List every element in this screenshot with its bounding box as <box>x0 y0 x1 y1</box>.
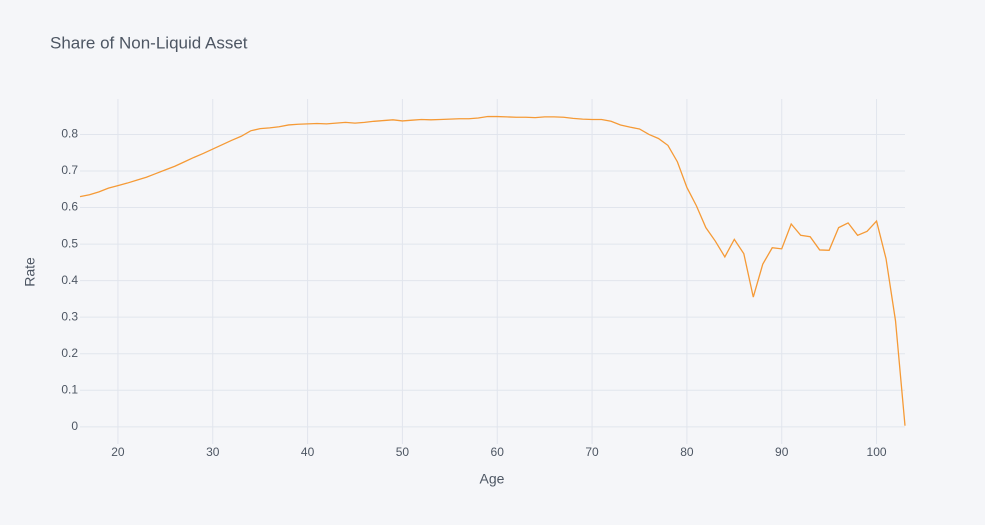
y-tick-label: 0.1 <box>61 382 78 396</box>
x-tick-label: 100 <box>867 445 887 459</box>
y-tick-label: 0.2 <box>61 346 78 360</box>
y-tick-label: 0.3 <box>61 309 78 323</box>
x-axis-title: Age <box>480 471 505 487</box>
x-tick-label: 80 <box>680 445 694 459</box>
y-tick-label: 0 <box>71 419 78 433</box>
x-tick-label: 70 <box>585 445 599 459</box>
y-axis-title: Rate <box>22 257 38 287</box>
data-line <box>79 115 906 426</box>
y-tick-label: 0.6 <box>61 200 78 214</box>
y-tick-label: 0.7 <box>61 163 78 177</box>
x-tick-label: 90 <box>775 445 789 459</box>
x-tick-label: 30 <box>206 445 220 459</box>
y-tick-label: 0.4 <box>61 273 78 287</box>
chart-title: Share of Non-Liquid Asset <box>50 33 248 52</box>
x-tick-label: 20 <box>111 445 125 459</box>
x-tick-label: 60 <box>491 445 505 459</box>
y-tick-label: 0.8 <box>61 127 78 141</box>
x-tick-label: 40 <box>301 445 315 459</box>
y-tick-label: 0.5 <box>61 236 78 250</box>
x-tick-label: 50 <box>396 445 410 459</box>
